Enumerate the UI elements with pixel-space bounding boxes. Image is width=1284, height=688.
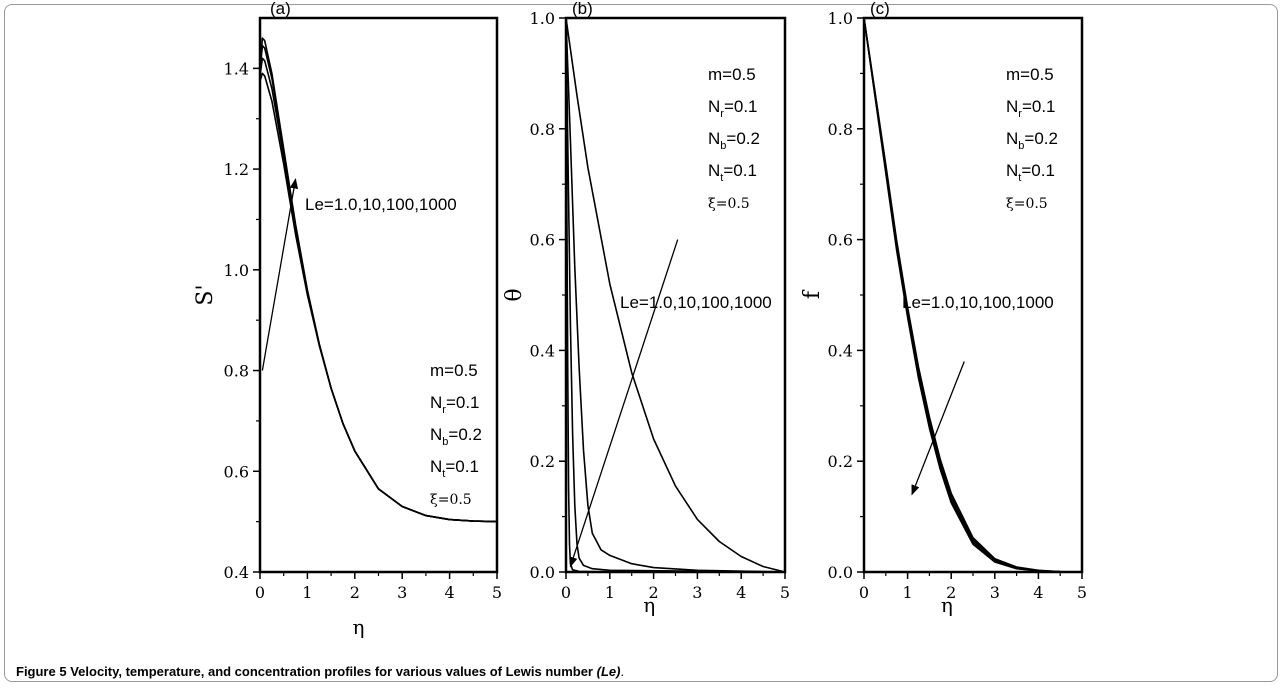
x-tick-label: 0 — [561, 583, 571, 602]
x-tick-label: 4 — [445, 583, 455, 602]
x-axis-label: η — [643, 593, 655, 617]
param-label: ξ=0.5 — [708, 196, 750, 212]
annotation-label: Le=1.0,10,100,1000 — [902, 293, 1054, 312]
panel-label: (c) — [870, 0, 890, 18]
y-axis-label: θ — [502, 288, 527, 301]
series-line — [565, 17, 786, 573]
x-tick-label: 1 — [605, 583, 615, 602]
y-tick-label: 0.8 — [530, 120, 555, 139]
caption-symbol: (Le) — [596, 664, 621, 679]
panel-label: (b) — [572, 0, 593, 18]
series-line — [259, 44, 498, 523]
y-tick-label: 0.8 — [828, 120, 853, 139]
param-label: Nt=0.1 — [430, 457, 479, 480]
panel-label: (a) — [270, 0, 291, 18]
param-label: m=0.5 — [708, 65, 756, 84]
y-tick-label: 0.4 — [530, 341, 555, 360]
series-line — [565, 17, 786, 573]
param-label: Nb=0.2 — [708, 129, 760, 152]
y-tick-label: 1.0 — [224, 261, 249, 280]
annotation-label: Le=1.0,10,100,1000 — [620, 293, 772, 312]
caption-text: Velocity, temperature, and concentration… — [70, 664, 593, 679]
x-tick-label: 1 — [302, 583, 312, 602]
y-axis-label: S' — [193, 284, 218, 305]
x-axis-label: η — [353, 615, 365, 639]
caption-label: Figure 5 — [16, 664, 67, 679]
series-line — [259, 72, 498, 523]
x-tick-label: 0 — [255, 583, 265, 602]
y-tick-label: 1.0 — [828, 9, 853, 28]
x-tick-label: 5 — [492, 583, 502, 602]
panel-b: 0 1 2 3 4 5 0.0 0.2 0.4 0.6 0.8 1.0 η θ (b) Le=1.0,10,1… — [502, 0, 790, 617]
figure-caption: Figure 5 Velocity, temperature, and conc… — [16, 664, 624, 679]
caption-end: . — [620, 664, 625, 679]
x-tick-label: 2 — [350, 583, 360, 602]
annotation-arrow — [911, 361, 965, 496]
param-label: m=0.5 — [1006, 65, 1054, 84]
param-label: Nt=0.1 — [708, 161, 757, 184]
x-tick-label: 5 — [1077, 583, 1087, 602]
y-tick-label: 0.2 — [828, 452, 853, 471]
param-label: ξ=0.5 — [430, 492, 472, 508]
x-tick-label: 4 — [1033, 583, 1043, 602]
x-tick-label: 3 — [692, 583, 702, 602]
y-tick-label: 1.0 — [530, 9, 555, 28]
y-tick-label: 0.0 — [530, 563, 555, 582]
series-line — [259, 57, 498, 523]
param-label: Nr=0.1 — [430, 393, 480, 416]
param-label: Nt=0.1 — [1006, 161, 1055, 184]
x-tick-label: 2 — [649, 583, 659, 602]
series-line — [565, 17, 785, 573]
x-axis-label: η — [941, 593, 953, 617]
param-label: Nb=0.2 — [430, 425, 482, 448]
x-tick-label: 1 — [903, 583, 913, 602]
series-line — [259, 37, 498, 523]
annotation-label: Le=1.0,10,100,1000 — [305, 195, 457, 214]
y-tick-label: 0.6 — [530, 231, 555, 250]
x-tick-label: 0 — [859, 583, 869, 602]
y-tick-label: 0.0 — [828, 563, 853, 582]
param-label: Nr=0.1 — [1006, 97, 1056, 120]
y-tick-label: 1.4 — [224, 59, 249, 78]
y-tick-label: 0.4 — [224, 563, 249, 582]
annotation-arrow — [261, 178, 299, 371]
annotation-arrow — [569, 239, 679, 568]
panel-a: 0 1 2 3 4 5 0.4 0.6 0.8 1.0 1.2 1.4 η S' (a) Le=1.0,10,… — [193, 0, 502, 639]
param-label: ξ=0.5 — [1006, 196, 1048, 212]
x-tick-label: 3 — [397, 583, 407, 602]
y-tick-label: 0.6 — [828, 231, 853, 250]
figure-frame — [4, 4, 1278, 682]
series-line — [863, 17, 1083, 573]
x-tick-label: 5 — [780, 583, 790, 602]
y-tick-label: 0.8 — [224, 362, 249, 381]
x-tick-label: 4 — [736, 583, 746, 602]
y-axis-label: f — [800, 289, 825, 299]
x-tick-label: 2 — [946, 583, 956, 602]
x-tick-label: 3 — [990, 583, 1000, 602]
y-tick-label: 0.2 — [530, 452, 555, 471]
y-tick-label: 0.4 — [828, 341, 853, 360]
panel-c: 0 1 2 3 4 5 0.0 0.2 0.4 0.6 0.8 1.0 η f (c) Le=1.0,10,1… — [800, 0, 1087, 617]
param-label: m=0.5 — [430, 361, 478, 380]
y-tick-label: 0.6 — [224, 462, 249, 481]
param-label: Nr=0.1 — [708, 97, 758, 120]
param-label: Nb=0.2 — [1006, 129, 1058, 152]
y-tick-label: 1.2 — [224, 160, 249, 179]
